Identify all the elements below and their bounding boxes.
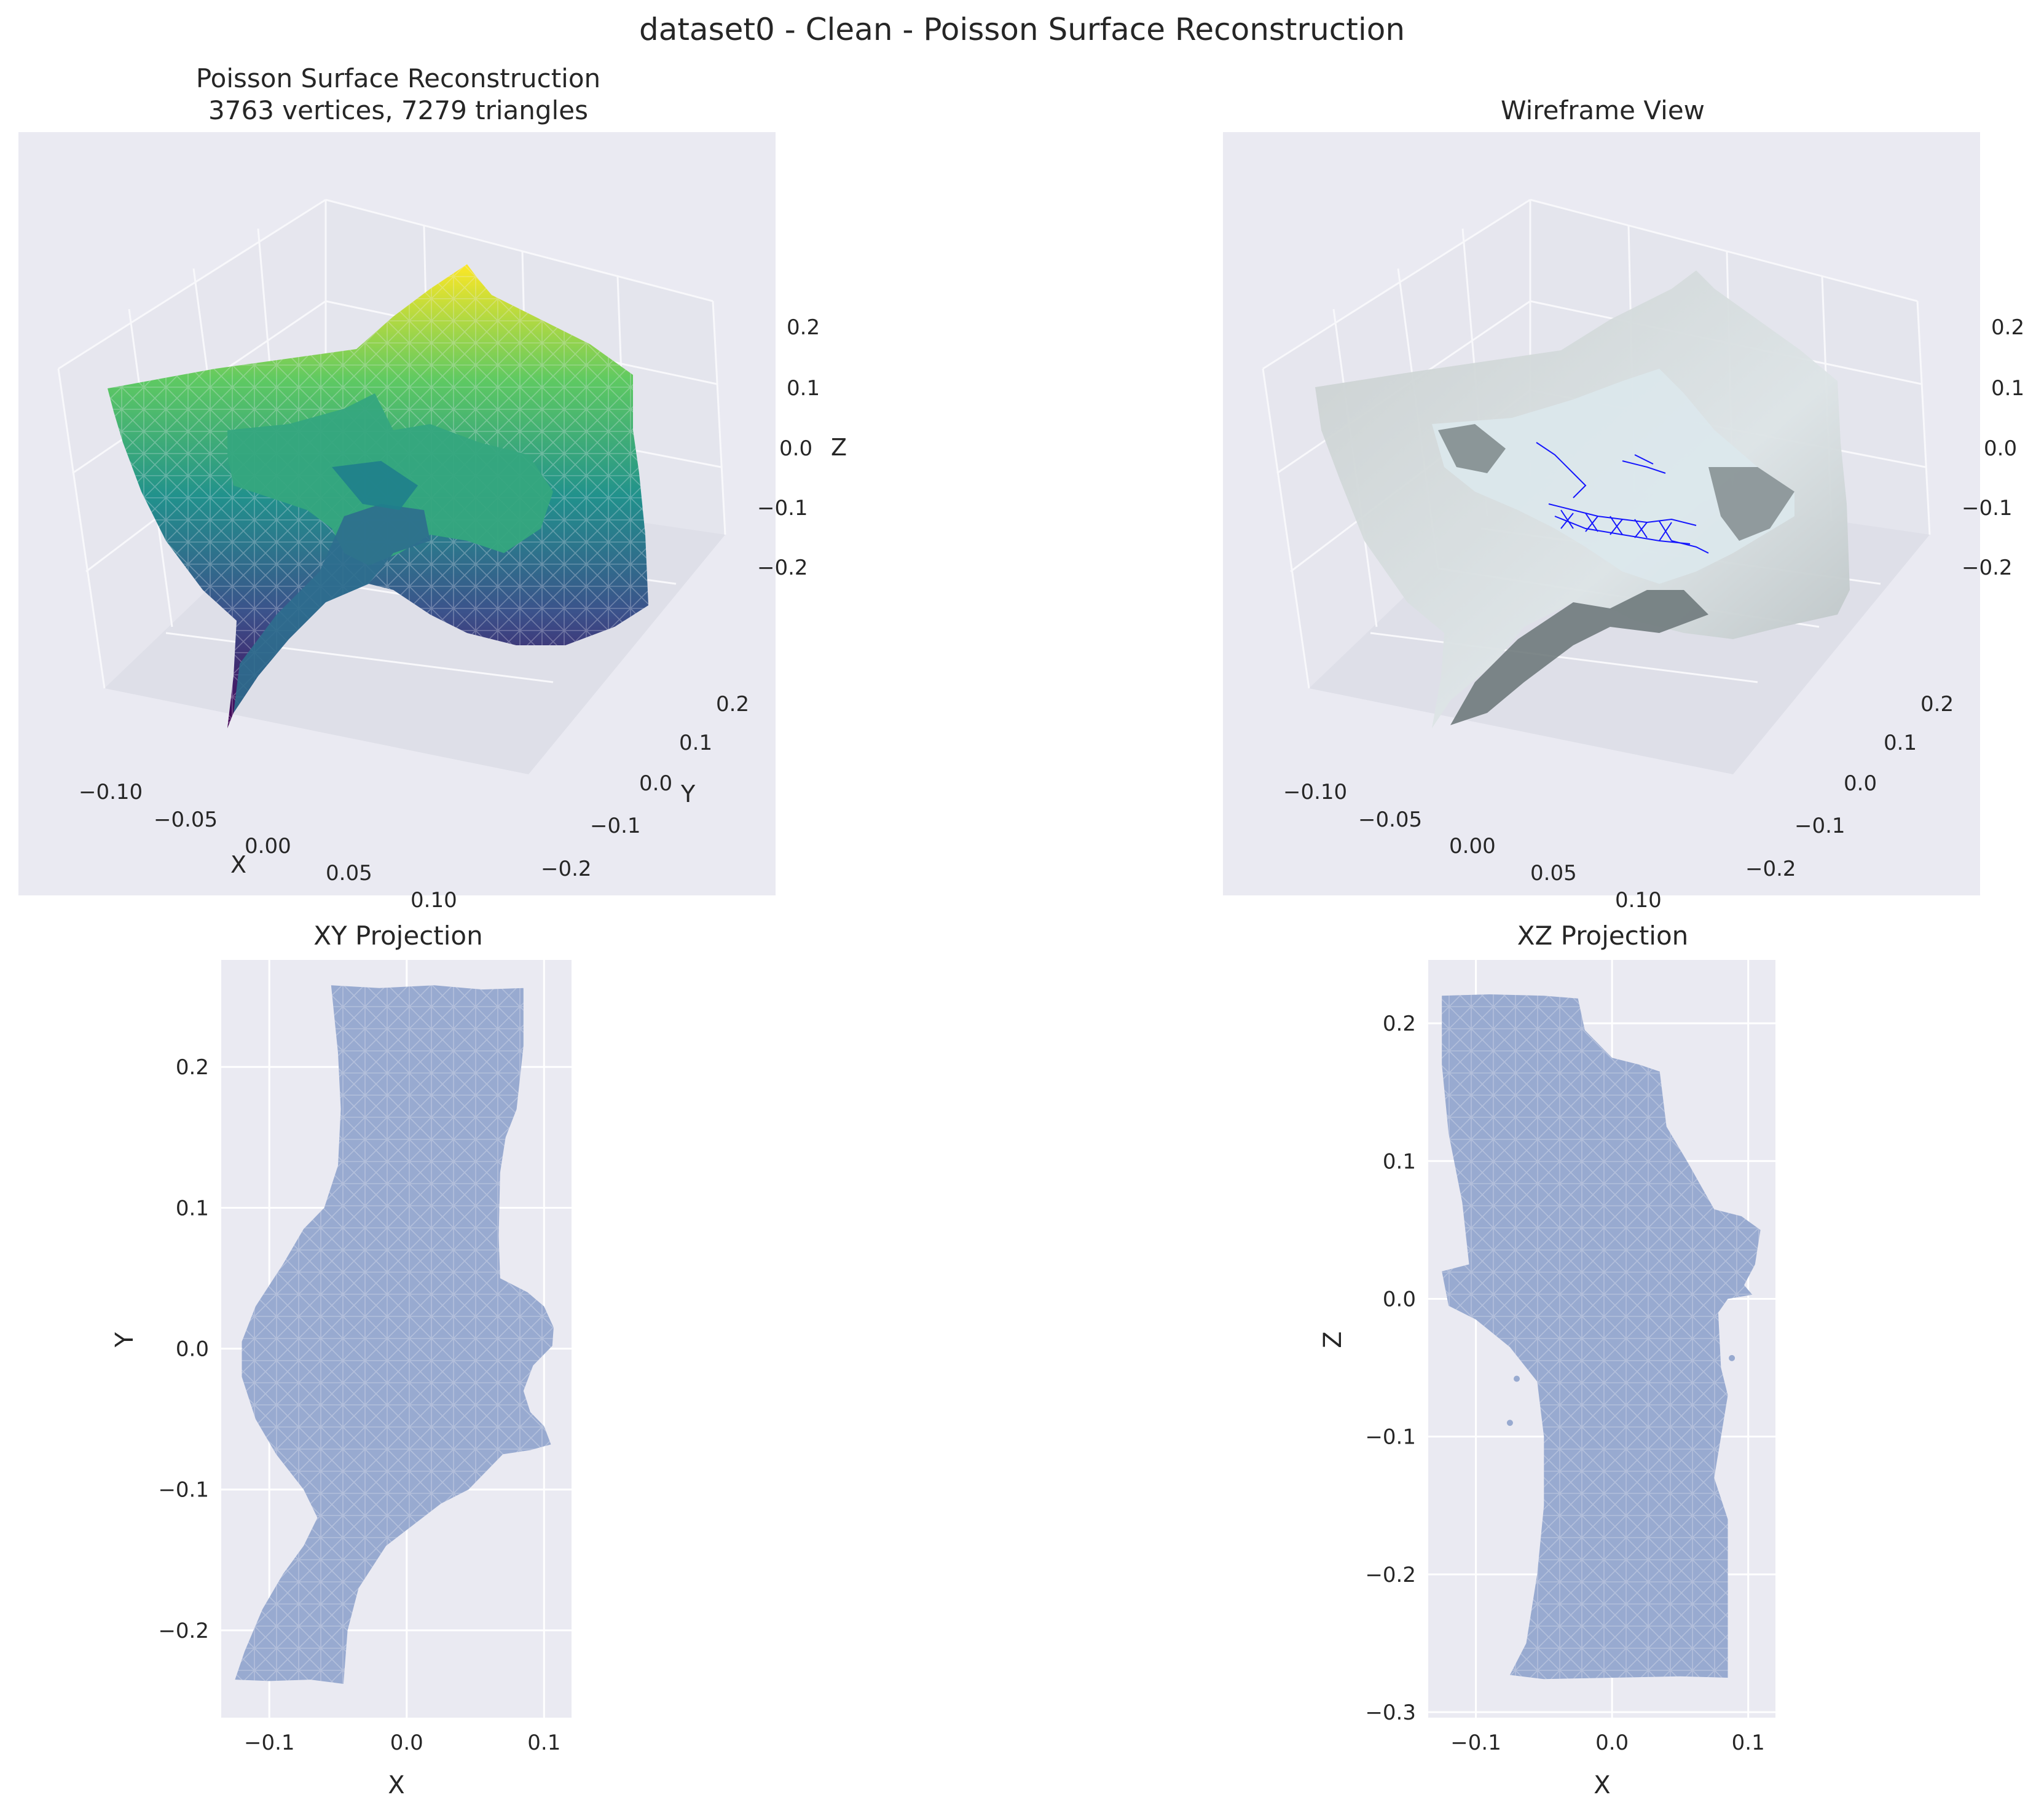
y-tick-label: 0.2 [716,692,749,717]
x-tick-label: 0.0 [1595,1731,1629,1755]
y-tick-label: 0.0 [1383,1287,1416,1311]
z-tick-label: −0.1 [1962,496,2013,521]
z-tick-label: −0.2 [1962,556,2013,580]
projection-mesh-texture [1442,994,1761,1680]
y-tick-label: −0.2 [541,857,592,881]
y-tick-label: 0.1 [1884,731,1917,755]
y-tick-label: −0.2 [1745,857,1796,881]
xz-y-axis-label: Z [1319,1331,1347,1348]
xz-x-tick-labels: −0.1 0.0 0.1 [1450,1731,1764,1755]
projection-island [1506,1420,1513,1426]
surface-y-axis-label: Y [680,780,696,808]
x-tick-label: 0.00 [245,834,291,859]
y-tick-label: −0.2 [158,1619,209,1643]
xy-panel-title: XY Projection [313,921,482,951]
x-tick-label: 0.1 [1732,1731,1765,1755]
y-tick-label: 0.1 [176,1196,209,1220]
x-tick-label: 0.1 [527,1731,560,1755]
x-tick-label: −0.05 [154,808,218,832]
y-tick-label: 0.2 [1383,1012,1416,1036]
x-tick-label: 0.10 [1615,888,1662,913]
z-tick-label: 0.2 [1991,315,2024,340]
surface-panel-title-line1: Poisson Surface Reconstruction [196,63,600,93]
x-tick-label: 0.0 [390,1731,423,1755]
y-tick-label: 0.0 [639,771,672,796]
y-tick-label: −0.3 [1365,1700,1416,1725]
xy-x-tick-labels: −0.1 0.0 0.1 [244,1731,560,1755]
surface-panel-title-line2: 3763 vertices, 7279 triangles [208,95,588,125]
wireframe-panel-title: Wireframe View [1501,95,1705,125]
wireframe-mesh [1315,270,1850,728]
y-tick-label: 0.0 [1844,771,1877,796]
xz-panel-title: XZ Projection [1517,921,1689,951]
surface-mesh [108,264,648,728]
z-tick-label: −0.2 [757,556,808,580]
z-tick-label: 0.0 [779,436,812,461]
xz-projection-area [1442,994,1761,1680]
surface-z-axis-label: Z [831,434,847,461]
xz-x-axis-label: X [1594,1771,1610,1799]
surface-x-ticks: −0.10 −0.05 0.00 0.05 0.10 [79,780,457,913]
surface-3d-panel: Poisson Surface Reconstruction 3763 vert… [18,63,847,913]
wireframe-y-ticks: 0.2 0.1 0.0 −0.1 −0.2 [1745,692,1954,881]
x-tick-label: 0.10 [411,888,457,913]
x-tick-label: 0.05 [326,861,372,886]
wireframe-x-ticks: −0.10 −0.05 0.00 0.05 0.10 [1283,780,1662,913]
z-tick-label: 0.1 [787,376,820,401]
figure-suptitle: dataset0 - Clean - Poisson Surface Recon… [639,12,1405,47]
z-tick-label: 0.1 [1991,376,2024,401]
surface-z-ticks: 0.2 0.1 0.0 −0.1 −0.2 [757,315,820,580]
xy-x-axis-label: X [388,1771,404,1799]
projection-mesh-texture [235,985,554,1684]
xy-y-axis-label: Y [111,1332,139,1348]
xy-y-tick-labels: −0.2 −0.1 0.0 0.1 0.2 [158,1055,209,1643]
surface-y-ticks: 0.2 0.1 0.0 −0.1 −0.2 [541,692,749,881]
y-tick-label: −0.1 [1794,814,1845,838]
surface-x-axis-label: X [230,851,246,878]
x-tick-label: 0.00 [1449,834,1496,859]
y-tick-label: −0.1 [590,814,641,838]
wireframe-z-ticks: 0.2 0.1 0.0 −0.1 −0.2 [1962,315,2024,580]
projection-island [1729,1354,1735,1361]
y-tick-label: −0.2 [1365,1563,1416,1587]
x-tick-label: 0.05 [1530,861,1577,886]
z-tick-label: 0.0 [1984,436,2017,461]
xz-y-tick-labels: −0.3 −0.2 −0.1 0.0 0.1 0.2 [1365,1012,1416,1725]
x-tick-label: −0.10 [79,780,143,804]
x-tick-label: −0.10 [1283,780,1347,804]
z-tick-label: 0.2 [787,315,820,340]
z-tick-label: −0.1 [757,496,808,521]
xz-projection-panel: XZ Projection −0.1 0.0 0.1 −0.3 −0.2 −0.1 0.0… [1319,921,1775,1799]
projection-island [1514,1375,1520,1382]
xy-projection-panel: XY Projection −0.1 0.0 0.1 −0.2 −0.1 0.0 0.1 0… [111,921,572,1799]
y-tick-label: −0.1 [158,1478,209,1503]
y-tick-label: 0.0 [176,1337,209,1362]
x-tick-label: −0.1 [244,1731,295,1755]
y-tick-label: 0.1 [1383,1149,1416,1174]
xy-projection-area [235,985,554,1684]
y-tick-label: −0.1 [1365,1425,1416,1450]
y-tick-label: 0.2 [1920,692,1954,717]
y-tick-label: 0.2 [176,1055,209,1080]
wireframe-3d-panel: Wireframe View [1223,95,2024,913]
x-tick-label: −0.1 [1450,1731,1501,1755]
x-tick-label: −0.05 [1358,808,1422,832]
y-tick-label: 0.1 [679,731,712,755]
